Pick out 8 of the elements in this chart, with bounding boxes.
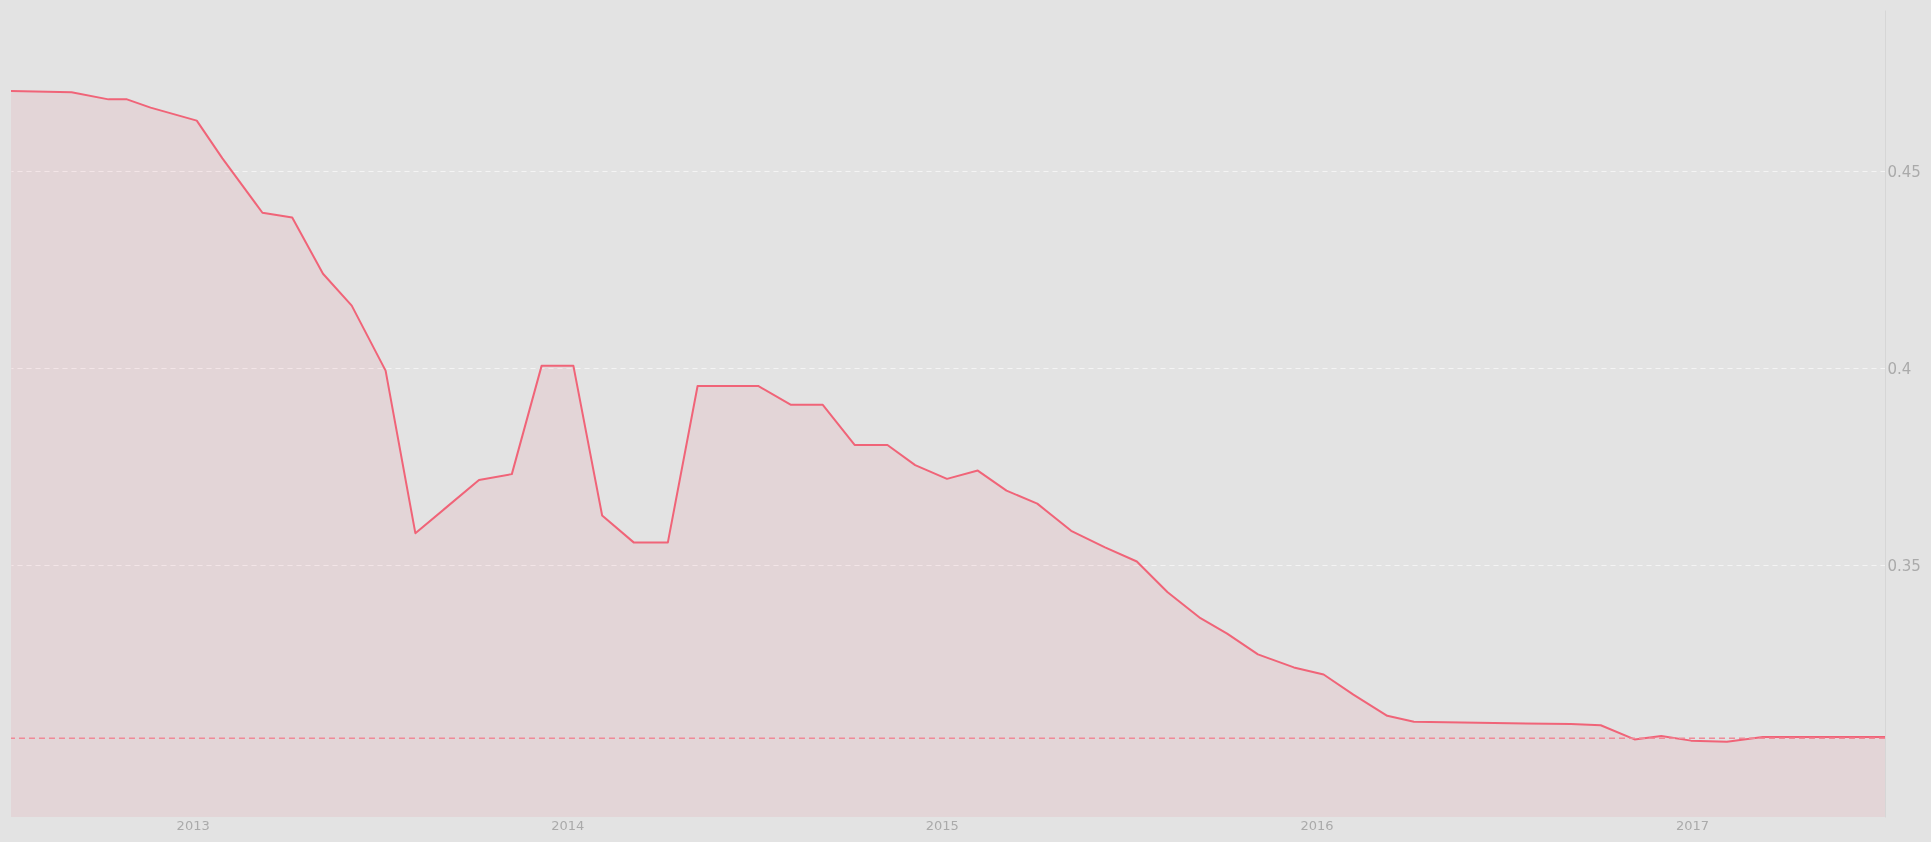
x-tick-label: 2014 — [551, 817, 585, 833]
x-tick-label: 2017 — [1676, 817, 1710, 833]
y-tick-label: 0.4 — [1887, 359, 1912, 378]
y-tick-label: 0.35 — [1887, 556, 1921, 575]
x-tick-label: 2015 — [925, 817, 959, 833]
y-tick-label: 0.45 — [1887, 162, 1921, 181]
x-tick-label: 2016 — [1300, 817, 1334, 833]
x-tick-label: 2013 — [176, 817, 210, 833]
